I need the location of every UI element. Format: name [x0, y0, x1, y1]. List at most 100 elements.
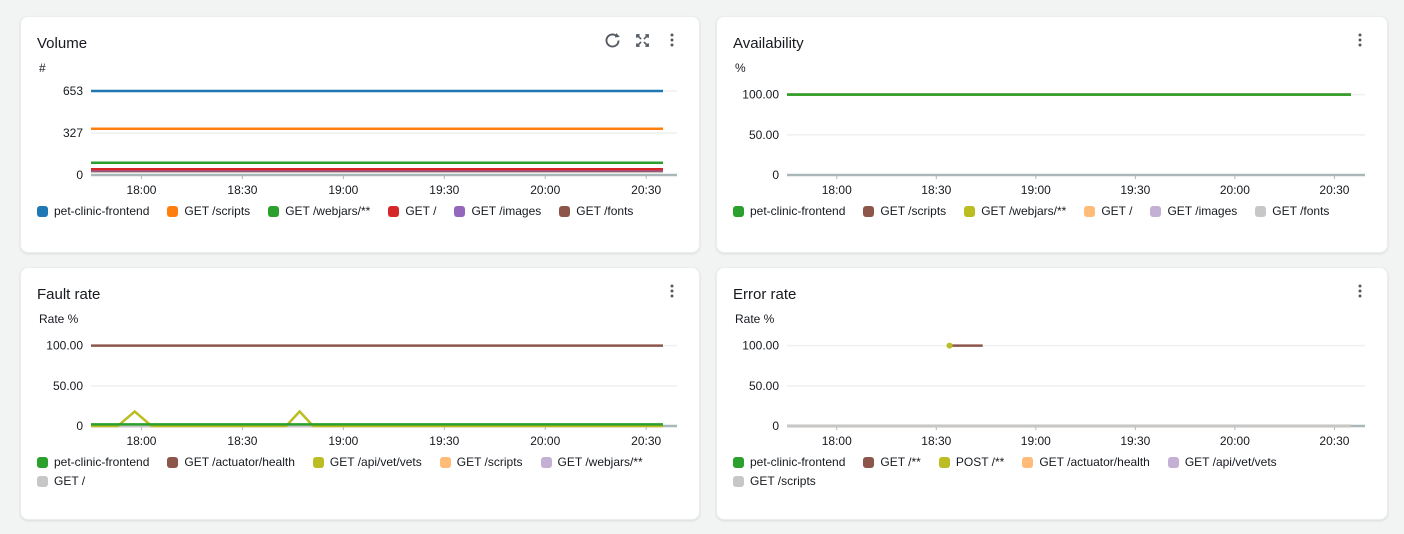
svg-text:18:30: 18:30: [921, 183, 951, 197]
svg-text:50.00: 50.00: [749, 128, 779, 142]
legend-color-chip: [37, 456, 48, 468]
legend-item-label: GET /: [1101, 204, 1133, 218]
legend-item[interactable]: GET /webjars/**: [540, 455, 643, 469]
legend-color-chip: [37, 475, 48, 487]
legend-color-chip: [1084, 205, 1096, 217]
legend-item[interactable]: pet-clinic-frontend: [37, 455, 149, 469]
legend-item[interactable]: GET /api/vet/vets: [1167, 455, 1277, 469]
legend-item-label: GET /webjars/**: [981, 204, 1067, 218]
panel-fault-rate: Fault rate Rate % 0 50.00 100.00 18:00 18:30…: [20, 267, 700, 520]
legend-item[interactable]: GET /: [388, 204, 436, 218]
legend-item[interactable]: GET /webjars/**: [964, 204, 1066, 218]
svg-text:100.00: 100.00: [46, 339, 83, 353]
legend-item-label: GET /images: [471, 204, 542, 218]
legend-item-label: pet-clinic-frontend: [750, 455, 846, 469]
legend-color-chip: [312, 456, 324, 468]
svg-text:20:00: 20:00: [530, 183, 560, 197]
svg-text:20:00: 20:00: [530, 434, 560, 448]
legend-item-label: GET /: [405, 204, 437, 218]
legend-item[interactable]: GET /scripts: [439, 455, 523, 469]
legend-item-label: GET /actuator/health: [1039, 455, 1150, 469]
legend-color-chip: [938, 456, 950, 468]
panel-actions: [601, 29, 683, 51]
legend-item-label: POST /**: [955, 455, 1005, 469]
legend-color-chip: [733, 475, 744, 487]
panel-availability: Availability % 0 50.00 100.00 18:00 18:30 19:…: [716, 16, 1388, 253]
svg-text:19:30: 19:30: [1120, 434, 1150, 448]
menu-icon[interactable]: [1349, 280, 1371, 302]
svg-text:19:30: 19:30: [429, 183, 459, 197]
legend-item[interactable]: GET /scripts: [733, 474, 816, 488]
panel-actions: [1349, 29, 1371, 51]
legend-item-label: GET /: [54, 474, 86, 488]
svg-text:18:30: 18:30: [921, 434, 951, 448]
legend-item-label: pet-clinic-frontend: [54, 204, 150, 218]
panel-header: Fault rate: [37, 280, 683, 304]
svg-text:0: 0: [772, 419, 779, 433]
legend-item[interactable]: pet-clinic-frontend: [733, 204, 845, 218]
legend: pet-clinic-frontend GET /scripts GET /webj…: [733, 204, 1371, 218]
menu-icon[interactable]: [1349, 29, 1371, 51]
error-rate-chart[interactable]: 0 50.00 100.00 18:00 18:30 19:00 19:30 20:00 20:…: [733, 328, 1371, 452]
legend-color-chip: [733, 205, 744, 217]
legend-item[interactable]: GET /**: [863, 455, 921, 469]
svg-text:19:30: 19:30: [429, 434, 459, 448]
availability-chart[interactable]: 0 50.00 100.00 18:00 18:30 19:00 19:30 20:00 20:…: [733, 77, 1371, 201]
legend-item[interactable]: GET /images: [1150, 204, 1237, 218]
legend-color-chip: [1255, 205, 1267, 217]
legend-item[interactable]: pet-clinic-frontend: [733, 455, 845, 469]
legend-item-label: pet-clinic-frontend: [54, 455, 150, 469]
panel-actions: [661, 280, 683, 302]
volume-chart[interactable]: 0 327 653 18:00 18:30 19:00 19:30 20:00 20:30: [37, 77, 683, 201]
legend-item[interactable]: GET /images: [454, 204, 541, 218]
legend: pet-clinic-frontend GET /actuator/health G…: [37, 455, 683, 488]
svg-text:20:00: 20:00: [1220, 434, 1250, 448]
y-axis-unit-label: Rate %: [39, 312, 79, 326]
panel-header: Volume: [37, 29, 683, 53]
legend-item[interactable]: GET /scripts: [167, 204, 250, 218]
legend-item-label: GET /**: [880, 455, 921, 469]
legend-color-chip: [863, 205, 875, 217]
legend-item-label: GET /images: [1167, 204, 1238, 218]
legend-item[interactable]: GET /: [1084, 204, 1132, 218]
legend-color-chip: [1022, 456, 1034, 468]
svg-text:327: 327: [63, 126, 83, 140]
legend-item[interactable]: GET /actuator/health: [167, 455, 295, 469]
svg-text:100.00: 100.00: [742, 88, 779, 102]
svg-text:0: 0: [76, 419, 83, 433]
legend-item-label: pet-clinic-frontend: [750, 204, 846, 218]
svg-text:19:00: 19:00: [1021, 183, 1051, 197]
legend-item[interactable]: POST /**: [938, 455, 1005, 469]
svg-text:18:00: 18:00: [126, 434, 156, 448]
svg-text:18:00: 18:00: [126, 183, 156, 197]
page-title: Availability: [733, 35, 804, 52]
expand-icon[interactable]: [631, 29, 653, 51]
legend-item[interactable]: GET /fonts: [1255, 204, 1329, 218]
legend-item[interactable]: GET /actuator/health: [1022, 455, 1150, 469]
legend-color-chip: [167, 456, 179, 468]
legend-color-chip: [439, 456, 451, 468]
legend-item-label: GET /scripts: [184, 204, 251, 218]
legend-color-chip: [388, 205, 400, 217]
y-axis-unit-label: Rate %: [735, 312, 775, 326]
legend-item-label: GET /webjars/**: [557, 455, 643, 469]
legend-item-label: GET /webjars/**: [285, 204, 371, 218]
svg-text:50.00: 50.00: [53, 379, 83, 393]
legend-item[interactable]: GET /webjars/**: [268, 204, 370, 218]
svg-text:50.00: 50.00: [749, 379, 779, 393]
fault-rate-chart[interactable]: 0 50.00 100.00 18:00 18:30 19:00 19:30 20:00 20:…: [37, 328, 683, 452]
legend-item[interactable]: pet-clinic-frontend: [37, 204, 149, 218]
menu-icon[interactable]: [661, 29, 683, 51]
menu-icon[interactable]: [661, 280, 683, 302]
legend-item-label: GET /actuator/health: [184, 455, 295, 469]
svg-text:20:00: 20:00: [1220, 183, 1250, 197]
page-title: Volume: [37, 35, 88, 52]
legend-item[interactable]: GET /: [37, 474, 85, 488]
svg-text:20:30: 20:30: [1319, 183, 1349, 197]
legend-item[interactable]: GET /scripts: [863, 204, 946, 218]
legend-color-chip: [1150, 205, 1162, 217]
legend-item[interactable]: GET /api/vet/vets: [312, 455, 422, 469]
refresh-icon[interactable]: [601, 29, 623, 51]
legend-item[interactable]: GET /fonts: [559, 204, 633, 218]
svg-text:19:00: 19:00: [1021, 434, 1051, 448]
